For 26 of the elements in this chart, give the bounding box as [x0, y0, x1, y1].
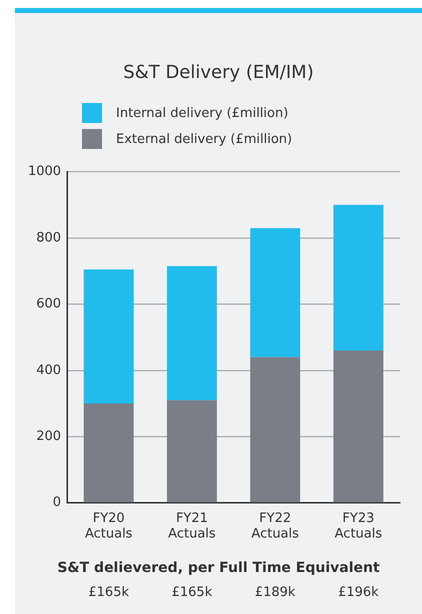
chart-title: S&T Delivery (EM/IM) — [122, 62, 315, 83]
legend-label: Internal delivery (£million) — [116, 106, 288, 120]
y-tick-label: 200 — [36, 428, 62, 444]
bar — [250, 228, 300, 358]
y-tick-label: 0 — [52, 495, 62, 510]
text: £189k — [254, 585, 296, 600]
x-tick-label: FY23 Actuals — [334, 510, 382, 542]
x-tick-label: FY22 Actuals — [251, 510, 300, 542]
bar — [166, 266, 217, 400]
bar — [84, 269, 134, 404]
x-tick-label: FY20 Actuals — [84, 510, 133, 542]
bar — [250, 357, 300, 502]
y-tick-label: 800 — [36, 230, 62, 246]
bar — [166, 400, 217, 502]
y-tick-label: 1000 — [28, 164, 62, 180]
legend-label: External delivery (£million) — [116, 132, 292, 146]
x-tick-label: FY21 Actuals — [168, 510, 216, 542]
text: £165k — [170, 585, 214, 600]
text: S&T delievered, per Full Time Equivalent — [56, 560, 381, 576]
y-tick-label: 400 — [36, 362, 62, 378]
bar — [333, 204, 384, 351]
bar — [333, 350, 384, 502]
y-tick-label: 600 — [36, 296, 62, 312]
text: £196k — [337, 585, 380, 600]
bar — [84, 404, 134, 502]
text: £165k — [87, 585, 130, 600]
